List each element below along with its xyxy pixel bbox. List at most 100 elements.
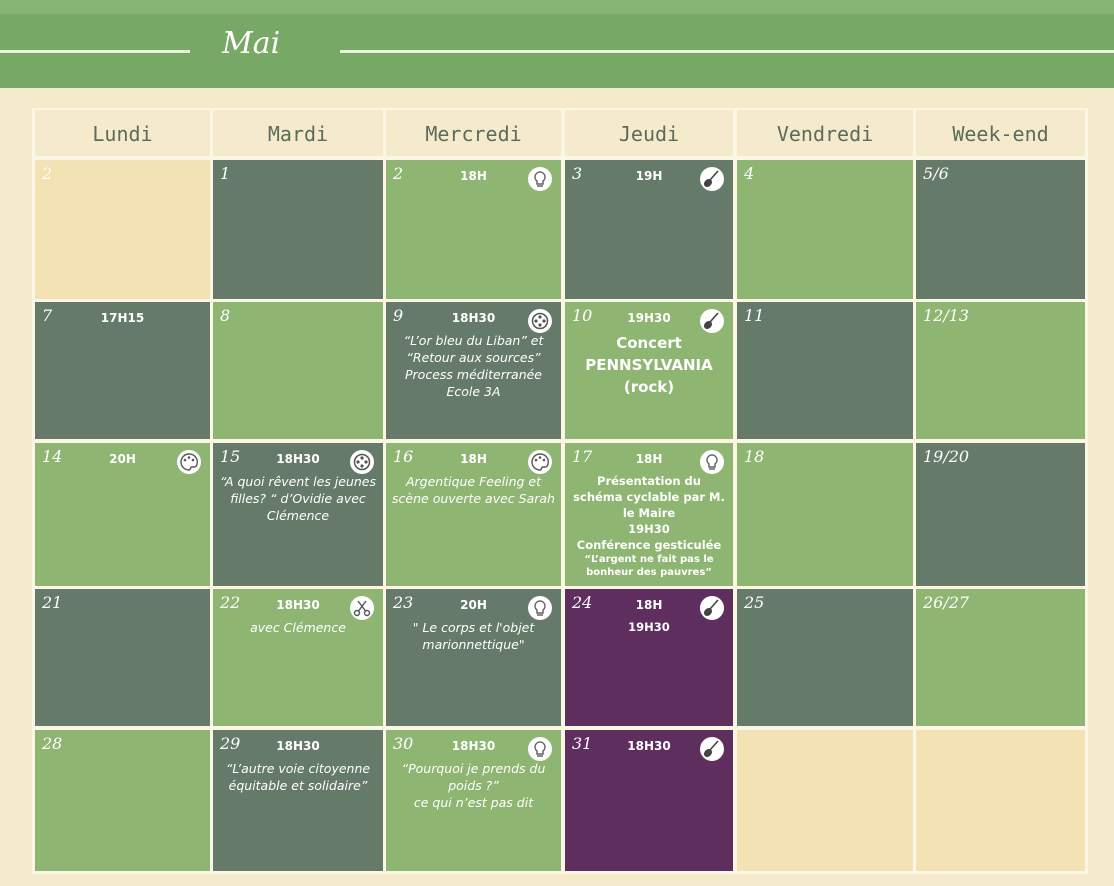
event-line: Conférence gesticulée: [576, 538, 722, 552]
icon: [700, 309, 724, 333]
event-line: Argentique Feeling et scène ouverte avec…: [392, 474, 555, 506]
date: 31: [572, 734, 593, 753]
event-icon: [349, 595, 375, 625]
day-cell: 18: [737, 443, 913, 586]
event-time: 20H: [460, 598, 487, 612]
event-time: 18H: [635, 598, 663, 612]
date: 2: [393, 164, 404, 183]
event-time: 18H30: [276, 739, 320, 753]
event-line: avec Clémence: [250, 620, 346, 635]
event-time: 18H: [460, 169, 487, 183]
date: 28: [42, 734, 63, 753]
day-cell: 19/20: [916, 443, 1085, 586]
date: 11: [744, 306, 765, 325]
day-cell: 5/6: [916, 160, 1085, 299]
day-cell: 12/13: [916, 302, 1085, 439]
event-icon: [699, 595, 725, 625]
date: 2: [42, 164, 53, 183]
date: 12/13: [923, 306, 970, 325]
day-cell: 17 18H Présentation du schéma cyclable par…: [565, 443, 733, 586]
date: 25: [744, 593, 765, 612]
date: 30: [393, 734, 414, 753]
event-time: 18H: [635, 452, 663, 466]
event-time: 18H30: [627, 739, 671, 753]
day-header: Mardi: [213, 110, 383, 156]
icon: [700, 596, 724, 620]
day-header: Vendredi: [737, 110, 913, 156]
day-cell: 2418HApéro Bénévole19H30Concert Koulouba…: [565, 589, 859, 726]
icon: [528, 737, 552, 761]
day-cell: 28: [35, 730, 210, 871]
event-line: " Le corps et l'objet marionnettique": [412, 620, 535, 652]
day-cell: 8FÉRIÉ: [213, 302, 483, 439]
date: 8: [220, 306, 231, 325]
date: 18: [744, 447, 765, 466]
icon: [528, 309, 552, 333]
day-cell: 717H15Atelier écriture et découverte hor…: [35, 302, 340, 439]
event-time: 20H: [109, 452, 136, 466]
event-line: Présentation du schéma cyclable par M. l…: [573, 474, 725, 520]
date: 17: [572, 447, 593, 466]
date: 15: [220, 447, 241, 466]
event-line: Process méditerranée Ecole 3A: [405, 367, 542, 399]
icon: [700, 737, 724, 761]
icon: [350, 596, 374, 620]
day-cell: 3118H30Soirée LieU’topie fait son show: [565, 730, 865, 871]
day-cell: 1618HVernissage de l'expositionArgentiqu…: [386, 443, 695, 586]
event-time: 18H30: [451, 311, 496, 325]
event-icon: [527, 595, 553, 625]
day-header: Mercredi: [386, 110, 561, 156]
day-header: Lundi: [35, 110, 210, 156]
day-cell: 1420HAtelier Light Painting #5 avec Yann…: [35, 443, 321, 586]
event-time: 19H30: [627, 311, 671, 325]
event-line: “A quoi rêvent les jeunes filles? “ d’Ov…: [219, 474, 377, 523]
day-cell: 11: [737, 302, 913, 439]
day-cell: 21FÉRIÉ: [35, 589, 305, 726]
event-icon: [699, 449, 725, 479]
event-line: “L’argent ne fait pas le bonheur des pau…: [584, 554, 714, 578]
date: 5/6: [923, 164, 949, 183]
day-cell: 218HSoirée culturelle et inter-associati…: [386, 160, 691, 299]
event-time: 17H15: [100, 311, 145, 325]
rule: [340, 50, 1114, 53]
date: 24: [572, 593, 593, 612]
day-cell: 2320HAtelier" Le corps et l'objet marion…: [386, 589, 659, 726]
day-cell: 25: [737, 589, 913, 726]
icon: [700, 167, 724, 191]
day-cell: 10 19H30 Concert PENNSYLVANIA (rock): [565, 302, 733, 439]
event-line: Concert: [616, 334, 682, 352]
event-time: 18H30: [451, 739, 496, 753]
event-icon: [699, 166, 725, 196]
date: 26/27: [923, 593, 970, 612]
icon: [528, 450, 552, 474]
date: 10: [572, 306, 593, 325]
event-icon: [699, 736, 725, 766]
icon: [528, 596, 552, 620]
day-cell: 1FÉRIÉ: [213, 160, 483, 299]
date: 21: [42, 593, 63, 612]
day-cell: 1518H30Projection et Débat“A quoi rêvent…: [213, 443, 513, 586]
date: 16: [393, 447, 414, 466]
event-time: 18H: [460, 452, 487, 466]
date: 1: [220, 164, 231, 183]
event-icon: [349, 449, 375, 479]
band-stripe: [0, 0, 1114, 14]
icon: [177, 450, 201, 474]
day-cell: 918H30Projection et débat documentaires“…: [386, 302, 721, 439]
day-cell: [916, 730, 1085, 871]
event-icon: [527, 449, 553, 479]
event-line: 19H30: [628, 522, 670, 536]
day-cell: 26/27: [916, 589, 1085, 726]
icon: [528, 167, 552, 191]
event-line: PENNSYLVANIA (rock): [585, 356, 713, 396]
date: 29: [220, 734, 241, 753]
event-time: 18H30: [276, 598, 320, 612]
day-cell: 4: [737, 160, 913, 299]
event-line: 19H30: [628, 620, 670, 634]
day-cell: 2218H30Atelier Tricot DIYavec Clémence: [213, 589, 486, 726]
event-icon: [176, 449, 202, 479]
date: 23: [393, 593, 414, 612]
date: 19/20: [923, 447, 970, 466]
event-time: 18H30: [276, 452, 320, 466]
